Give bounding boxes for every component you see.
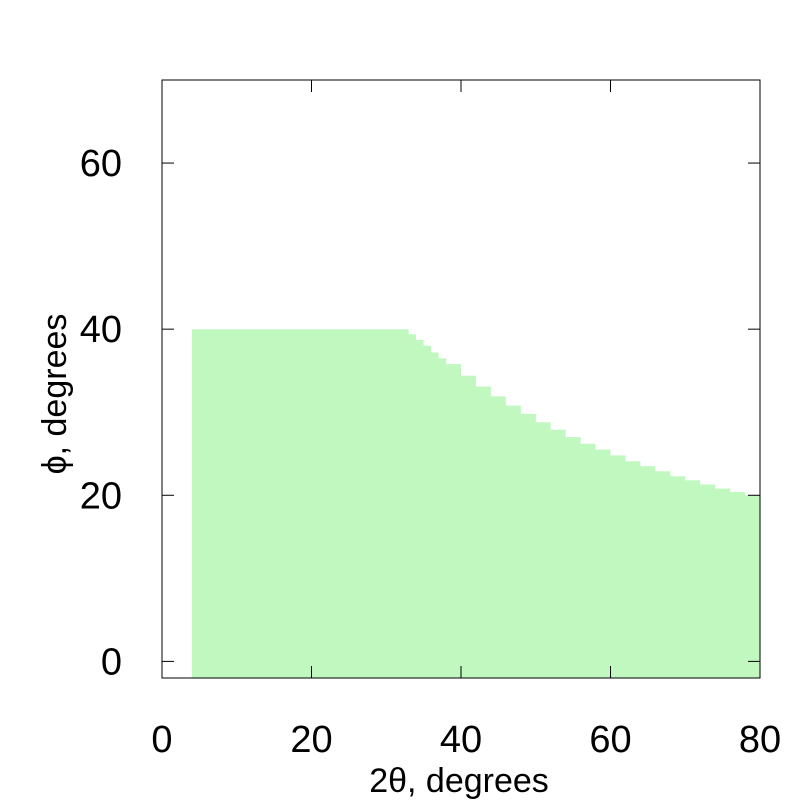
- y-tick-label: 40: [80, 309, 122, 351]
- x-tick-label: 0: [151, 719, 172, 761]
- x-axis-label: 2θ, degrees: [369, 762, 549, 800]
- plot-frame: [161, 79, 761, 679]
- y-tick-label: 60: [80, 143, 122, 185]
- x-tick-label: 60: [589, 719, 631, 761]
- y-axis-label: ϕ, degrees: [36, 314, 74, 475]
- x-tick-labels: 0 20 40 60 80: [151, 719, 781, 761]
- y-tick-label: 20: [80, 475, 122, 517]
- y-tick-label: 0: [101, 641, 122, 683]
- x-tick-label: 80: [739, 719, 781, 761]
- filled-region-layer: [191, 329, 760, 678]
- tick-layer: [161, 80, 761, 678]
- x-tick-label: 40: [440, 719, 482, 761]
- filled-region: [191, 329, 760, 678]
- x-tick-label: 20: [290, 719, 332, 761]
- y-tick-labels: 0 20 40 60: [80, 143, 122, 683]
